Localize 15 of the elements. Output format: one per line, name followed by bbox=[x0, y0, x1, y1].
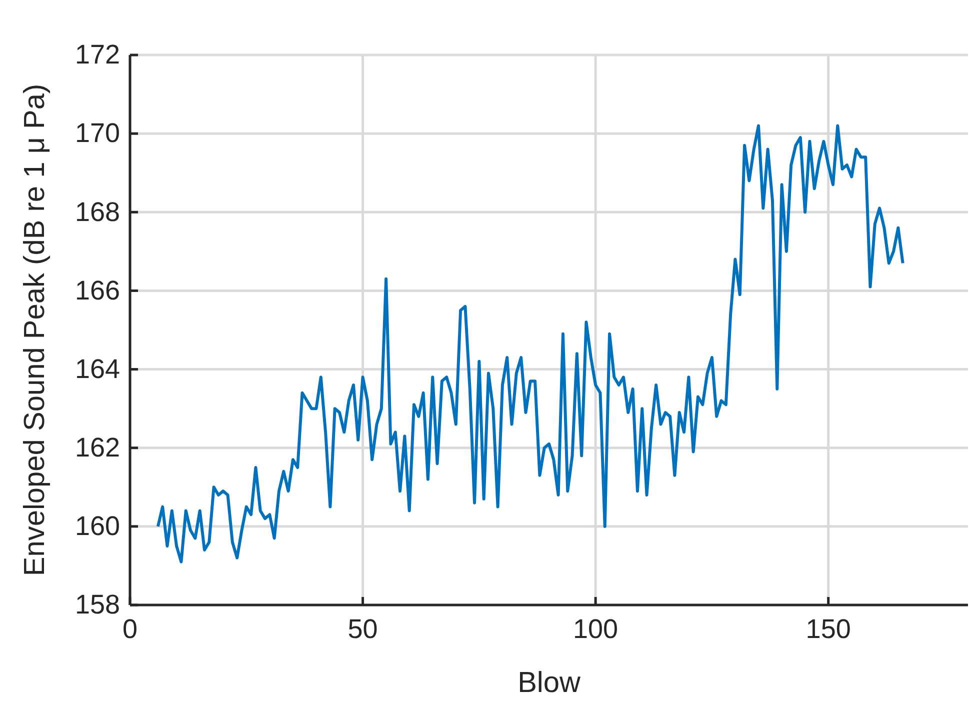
y-tick-label: 158 bbox=[74, 590, 120, 620]
line-series bbox=[156, 124, 904, 564]
x-tick-label: 50 bbox=[348, 614, 378, 644]
x-axis-title: Blow bbox=[518, 667, 582, 699]
y-tick-label: 162 bbox=[74, 432, 120, 462]
y-tick-label: 168 bbox=[74, 196, 120, 227]
x-tick-label: 100 bbox=[573, 614, 618, 644]
x-tick-label: 0 bbox=[122, 614, 138, 644]
y-tick-label: 170 bbox=[74, 118, 120, 148]
y-tick-label: 166 bbox=[74, 275, 120, 306]
y-tick-label: 164 bbox=[74, 354, 120, 384]
y-axis-title: Enveloped Sound Peak (dB re 1 μ Pa) bbox=[19, 84, 51, 576]
x-tick-label: 150 bbox=[806, 614, 851, 644]
y-tick-label: 160 bbox=[74, 511, 120, 542]
y-tick-label: 172 bbox=[74, 40, 120, 70]
